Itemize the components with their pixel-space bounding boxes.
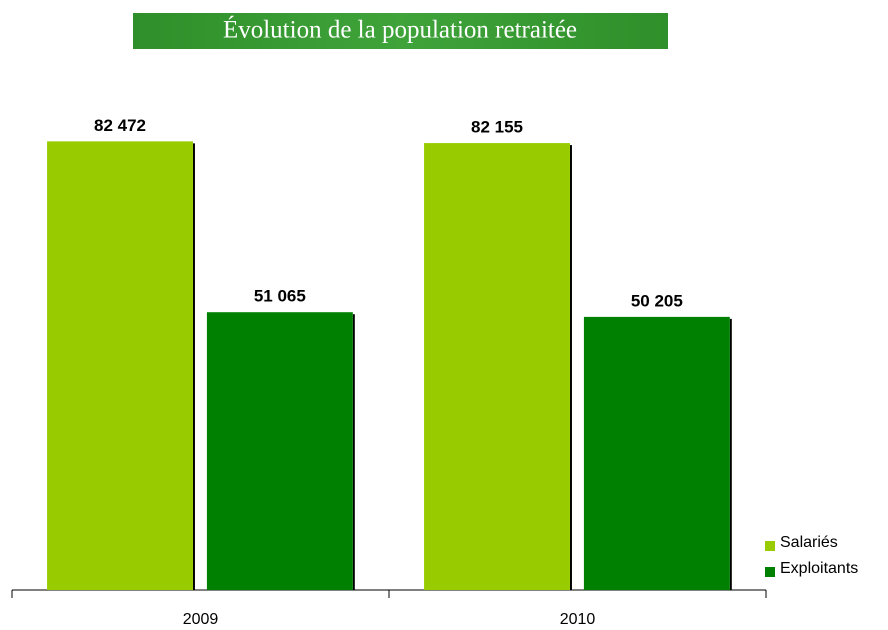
data-label: 50 205 xyxy=(631,291,683,310)
bar xyxy=(583,316,730,590)
legend-label: Exploitants xyxy=(780,560,858,577)
legend-label: Salariés xyxy=(780,534,838,551)
bar xyxy=(206,312,353,590)
bar-shadow xyxy=(729,318,732,590)
data-label: 82 472 xyxy=(94,116,146,135)
legend-swatch xyxy=(765,567,775,577)
bar-shadow xyxy=(192,143,195,590)
bar-shadow xyxy=(569,145,572,591)
x-tick-label: 2010 xyxy=(560,611,596,628)
x-tick-label: 2009 xyxy=(183,611,219,628)
data-label: 82 155 xyxy=(471,118,523,137)
title-box xyxy=(133,13,668,49)
chart-title: Évolution de la population retraitée xyxy=(223,16,577,44)
bar xyxy=(424,143,570,591)
bar-shadow xyxy=(352,314,355,590)
bar xyxy=(47,141,193,590)
data-label: 51 065 xyxy=(254,287,306,306)
legend-swatch xyxy=(765,541,775,551)
